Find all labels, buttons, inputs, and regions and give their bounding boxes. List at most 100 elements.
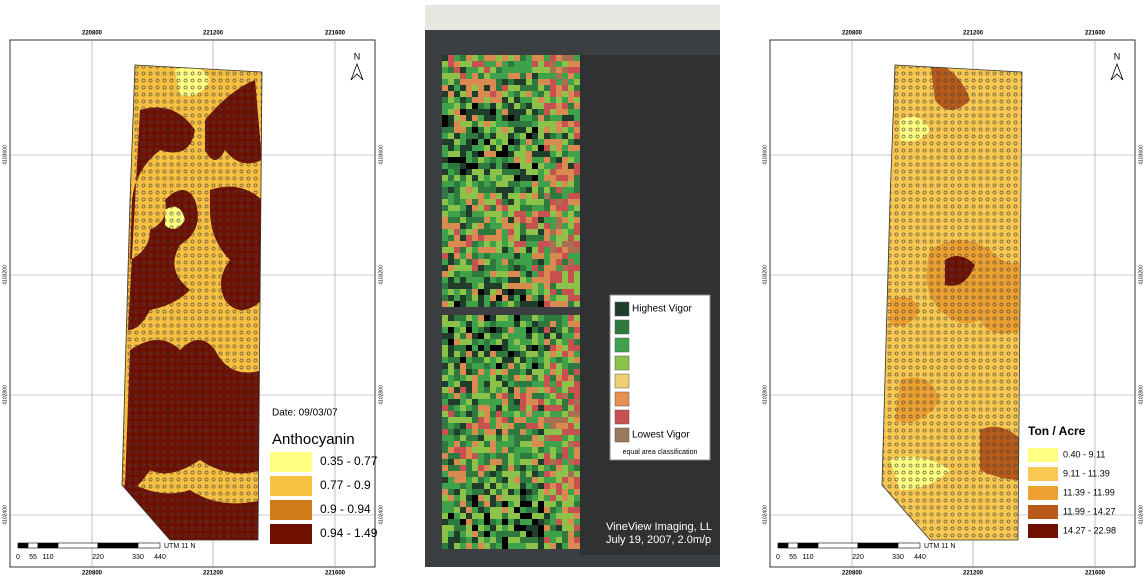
vigor-cell (526, 163, 532, 169)
vigor-cell (562, 369, 568, 375)
vigor-cell (484, 537, 490, 543)
vigor-cell (448, 247, 454, 253)
vigor-cell (526, 289, 532, 295)
vigor-cell (520, 247, 526, 253)
vigor-cell (562, 543, 568, 549)
vigor-cell (472, 283, 478, 289)
vigor-cell (562, 363, 568, 369)
vigor-cell (490, 229, 496, 235)
vigor-cell (472, 229, 478, 235)
vigor-cell (502, 435, 508, 441)
vigor-cell (550, 211, 556, 217)
vigor-cell (568, 411, 574, 417)
vigor-cell (442, 465, 448, 471)
vigor-cell (442, 351, 448, 357)
vigor-cell (454, 73, 460, 79)
vigor-cell (460, 459, 466, 465)
vigor-cell (520, 495, 526, 501)
vigor-cell (526, 447, 532, 453)
vigor-cell (466, 91, 472, 97)
vigor-cell (550, 495, 556, 501)
vigor-cell (508, 223, 514, 229)
vigor-cell (448, 453, 454, 459)
vigor-cell (460, 55, 466, 61)
vigor-cell (442, 211, 448, 217)
vigor-cell (478, 211, 484, 217)
vigor-cell (484, 411, 490, 417)
vigor-cell (544, 381, 550, 387)
scale-bar (778, 543, 788, 548)
vigor-cell (574, 435, 580, 441)
vigor-cell (568, 465, 574, 471)
vigor-cell (526, 61, 532, 67)
vigor-cell (574, 537, 580, 543)
vigor-cell (472, 193, 478, 199)
vigor-cell (496, 295, 502, 301)
vigor-cell (478, 109, 484, 115)
vigor-cell (454, 471, 460, 477)
vigor-cell (568, 259, 574, 265)
vigor-cell (466, 73, 472, 79)
vigor-cell (472, 321, 478, 327)
vigor-cell (454, 271, 460, 277)
legend-swatch (615, 338, 629, 352)
vigor-cell (460, 67, 466, 73)
vigor-cell (538, 67, 544, 73)
vigor-cell (526, 193, 532, 199)
vigor-cell (484, 435, 490, 441)
vigor-cell (448, 241, 454, 247)
vigor-cell (532, 103, 538, 109)
vigor-cell (508, 145, 514, 151)
vigor-cell (574, 495, 580, 501)
vigor-cell (568, 223, 574, 229)
vigor-cell (478, 375, 484, 381)
vigor-cell (460, 151, 466, 157)
vigor-cell (556, 223, 562, 229)
vigor-cell (562, 375, 568, 381)
vigor-cell (466, 459, 472, 465)
vigor-cell (496, 187, 502, 193)
vigor-cell (568, 289, 574, 295)
vigor-cell (514, 327, 520, 333)
vigor-cell (532, 181, 538, 187)
legend-swatch (270, 476, 312, 496)
vigor-cell (490, 61, 496, 67)
x-coord-label: 221200 (963, 31, 984, 37)
vigor-cell (574, 109, 580, 115)
vigor-cell (460, 327, 466, 333)
vigor-cell (532, 333, 538, 339)
vigor-cell (496, 495, 502, 501)
vigor-cell (526, 465, 532, 471)
vigor-cell (538, 301, 544, 307)
vigor-cell (502, 543, 508, 549)
vigor-cell (502, 453, 508, 459)
vigor-cell (442, 241, 448, 247)
vigor-cell (514, 151, 520, 157)
vigor-cell (556, 151, 562, 157)
vigor-cell (538, 103, 544, 109)
vigor-cell (568, 501, 574, 507)
vigor-cell (532, 327, 538, 333)
vigor-cell (454, 205, 460, 211)
vigor-cell (532, 115, 538, 121)
vigor-cell (532, 345, 538, 351)
vigor-cell (484, 163, 490, 169)
vigor-cell (466, 61, 472, 67)
vigor-cell (568, 301, 574, 307)
vigor-cell (556, 411, 562, 417)
vigor-cell (550, 351, 556, 357)
vigor-cell (520, 115, 526, 121)
vigor-cell (490, 265, 496, 271)
vigor-cell (562, 525, 568, 531)
vigor-cell (568, 253, 574, 259)
vigor-cell (472, 375, 478, 381)
vigor-cell (562, 181, 568, 187)
vigor-cell (514, 85, 520, 91)
vigor-cell (562, 393, 568, 399)
vigor-cell (562, 289, 568, 295)
vigor-cell (520, 133, 526, 139)
vigor-cell (538, 351, 544, 357)
vigor-cell (478, 393, 484, 399)
vigor-cell (502, 67, 508, 73)
vigor-cell (496, 103, 502, 109)
